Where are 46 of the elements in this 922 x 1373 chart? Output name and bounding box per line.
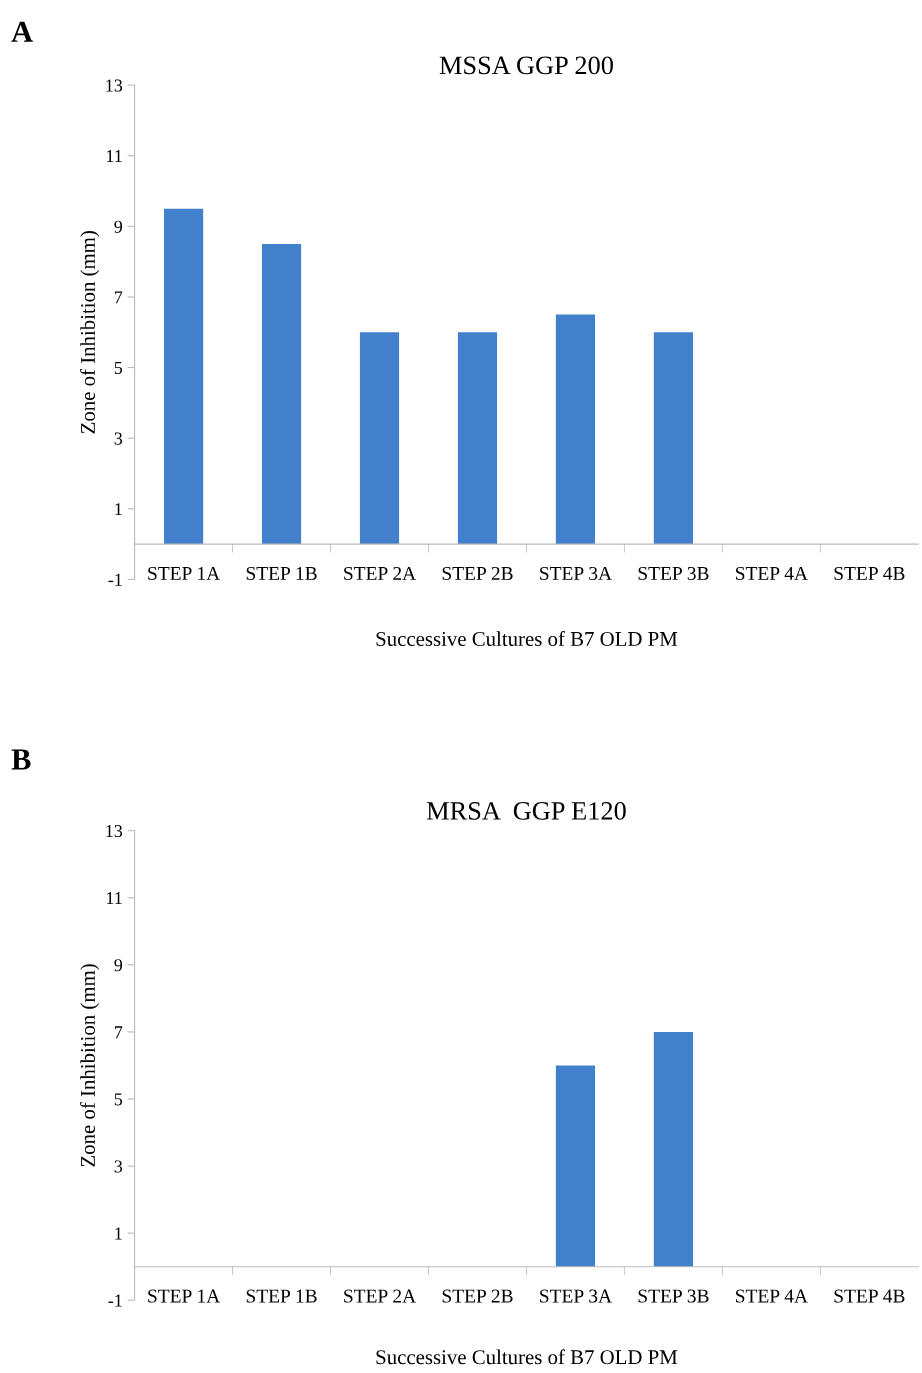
y-tick-label: 7 [114,291,123,304]
y-tick-label: 9 [114,220,123,233]
bar [555,314,596,545]
x-tick-label: STEP 2B [442,566,513,581]
x-axis-title: Successive Cultures of B7 OLD PM [376,1349,678,1365]
bar [164,208,204,545]
y-tick-label: 1 [115,503,122,516]
bar [653,332,693,545]
y-tick-label: -1 [108,573,122,586]
bar [359,332,400,545]
y-axis-title: Zone of Inhibition (mm) [80,231,100,434]
x-tick-label: STEP 2B [442,1289,513,1303]
y-tick-label: 13 [106,824,123,838]
y-tick-label: 3 [114,432,123,445]
x-tick-label: STEP 4B [834,1289,905,1303]
x-tick-label: STEP 1A [148,1289,221,1303]
y-tick-label: 11 [107,150,122,162]
y-tick-label: 1 [115,1227,122,1240]
bar [261,244,302,545]
chart-title: MRSA GGP E120 [426,802,626,820]
text: A [11,21,33,42]
bar [457,332,498,545]
y-tick-label: 5 [114,1093,123,1106]
x-tick-label: STEP 3B [638,1289,709,1303]
y-tick-label: 7 [114,1026,123,1039]
text: B [11,749,31,770]
x-tick-label: STEP 3A [540,566,612,581]
x-tick-label: STEP 2A [344,566,417,581]
y-axis-title: Zone of Inhibition (mm) [80,964,100,1167]
x-tick-label: STEP 3B [638,566,709,581]
chart-title: MSSA GGP 200 [439,56,613,75]
y-tick-label: -1 [108,1294,122,1307]
x-tick-label: STEP 1A [148,566,221,581]
y-tick-label: 13 [106,79,123,92]
y-tick-label: 3 [114,1160,123,1173]
x-tick-label: STEP 4B [834,566,905,581]
y-tick-label: 11 [107,892,122,905]
y-tick-label: 5 [114,362,123,375]
x-axis-title: Successive Cultures of B7 OLD PM [376,631,678,646]
x-tick-label: STEP 3A [540,1289,612,1303]
x-tick-label: STEP 1B [246,1289,317,1303]
x-tick-label: STEP 1B [246,566,317,581]
y-tick-label: 9 [114,959,123,972]
x-tick-label: STEP 2A [344,1289,417,1303]
x-tick-label: STEP 4A [736,566,808,581]
x-tick-label: STEP 4A [736,1289,808,1303]
